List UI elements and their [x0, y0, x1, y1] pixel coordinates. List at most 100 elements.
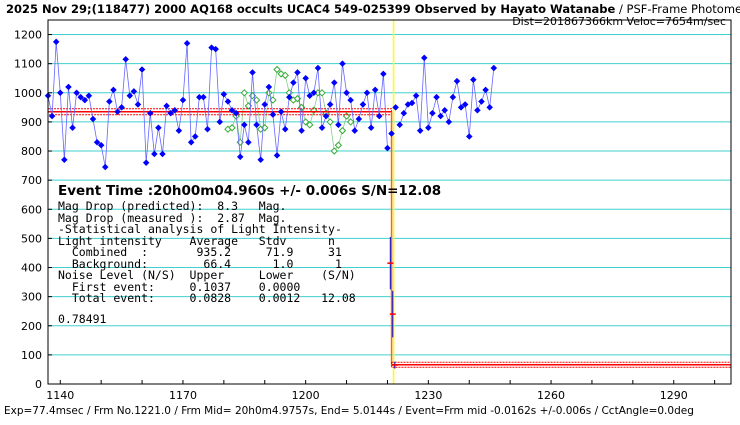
comparison-point — [277, 70, 285, 78]
y-tick-label: 600 — [21, 203, 42, 216]
target-point — [355, 115, 363, 123]
target-line-post — [399, 57, 495, 137]
target-point — [48, 112, 56, 120]
y-tick-label: 900 — [21, 116, 42, 129]
statistics-line: Total event: 0.0828 0.0012 12.08 — [58, 291, 356, 305]
target-point — [408, 99, 416, 107]
correlation-value: 0.78491 — [58, 312, 107, 326]
target-point — [384, 144, 391, 152]
target-point — [257, 156, 265, 164]
target-point — [110, 86, 117, 94]
target-point — [232, 109, 240, 117]
target-point — [163, 102, 170, 110]
statistics-line: -Statistical analysis of Light Intensity… — [58, 222, 342, 236]
target-point — [343, 89, 350, 97]
y-tick-label: 1100 — [14, 58, 42, 71]
target-point — [351, 127, 359, 135]
target-point — [429, 109, 436, 117]
target-point — [380, 70, 387, 78]
target-point — [433, 93, 440, 101]
target-point — [290, 79, 297, 86]
comparison-point — [240, 89, 249, 97]
target-point — [69, 124, 76, 132]
target-point — [359, 101, 367, 108]
target-point — [240, 121, 248, 129]
target-point — [155, 124, 162, 132]
y-tick-label: 700 — [21, 174, 42, 187]
target-point — [52, 38, 60, 46]
target-point — [400, 109, 408, 117]
target-point — [482, 86, 489, 94]
y-tick-label: 500 — [21, 232, 42, 245]
comparison-point — [265, 89, 273, 97]
target-point — [159, 150, 166, 158]
target-point — [220, 90, 228, 98]
event-error-bars — [387, 236, 398, 369]
target-point — [306, 92, 314, 100]
statistics-line: Mag Drop (predicted): 8.3 Mag. — [58, 199, 287, 213]
statistics-line: First event: 0.1037 0.0000 — [58, 279, 301, 294]
target-point — [130, 87, 138, 95]
target-point — [375, 112, 383, 120]
target-point — [228, 106, 236, 114]
target-point — [261, 101, 269, 108]
target-point — [85, 92, 93, 100]
target-point — [416, 127, 424, 135]
target-point — [146, 109, 154, 117]
statistics-line: Noise Level (N/S) Upper Lower (S/N) — [58, 268, 356, 282]
x-tick-label: 1260 — [537, 389, 565, 402]
x-tick-label: 1140 — [46, 389, 74, 402]
target-point — [285, 93, 293, 101]
y-tick-label: 300 — [21, 291, 42, 304]
target-point — [114, 108, 121, 116]
comparison-point — [326, 118, 334, 126]
target-line-pre — [47, 41, 388, 168]
footer-info: Exp=77.4msec / Frm No.1221.0 / Frm Mid= … — [4, 405, 694, 417]
comparison-point — [281, 71, 289, 80]
target-point — [175, 127, 183, 135]
target-point — [273, 152, 281, 159]
target-point — [224, 98, 232, 105]
target-point — [330, 79, 338, 86]
comparison-point — [301, 118, 310, 126]
x-tick-label: 1230 — [414, 389, 442, 402]
target-point — [138, 66, 146, 73]
statistics-line: Combined : 935.2 71.9 31 — [58, 245, 342, 259]
y-tick-label: 100 — [21, 349, 42, 362]
target-point — [97, 141, 105, 149]
target-point — [101, 163, 109, 171]
target-point — [269, 111, 277, 118]
target-point — [105, 98, 113, 105]
target-point — [73, 89, 80, 97]
target-point — [142, 159, 150, 167]
target-point — [420, 54, 428, 62]
target-point — [412, 92, 420, 100]
target-point — [335, 121, 342, 129]
x-tick-label: 1170 — [169, 389, 197, 402]
x-tick-label: 1200 — [292, 389, 320, 402]
target-point — [363, 89, 371, 97]
target-point — [61, 156, 68, 164]
target-point — [89, 115, 97, 123]
target-point — [347, 96, 355, 104]
target-point — [486, 104, 494, 111]
comparison-point — [346, 118, 355, 126]
y-tick-label: 1000 — [14, 87, 42, 100]
statistics-panel: Mag Drop (predicted): 8.3 Mag. Mag Drop (… — [58, 199, 356, 305]
plot-frame — [47, 19, 732, 385]
target-point — [183, 39, 191, 47]
target-point — [212, 45, 220, 53]
target-point — [424, 124, 432, 132]
target-point — [126, 92, 134, 100]
statistics-line: Light intensity Average Stdv n — [58, 233, 335, 248]
target-point — [371, 86, 379, 94]
target-point — [204, 125, 211, 133]
target-point — [77, 93, 85, 101]
target-point — [326, 101, 334, 108]
target-point — [277, 108, 285, 116]
target-point — [216, 118, 224, 126]
comparison-point — [342, 112, 351, 120]
target-point — [388, 130, 395, 137]
target-point — [118, 104, 125, 111]
